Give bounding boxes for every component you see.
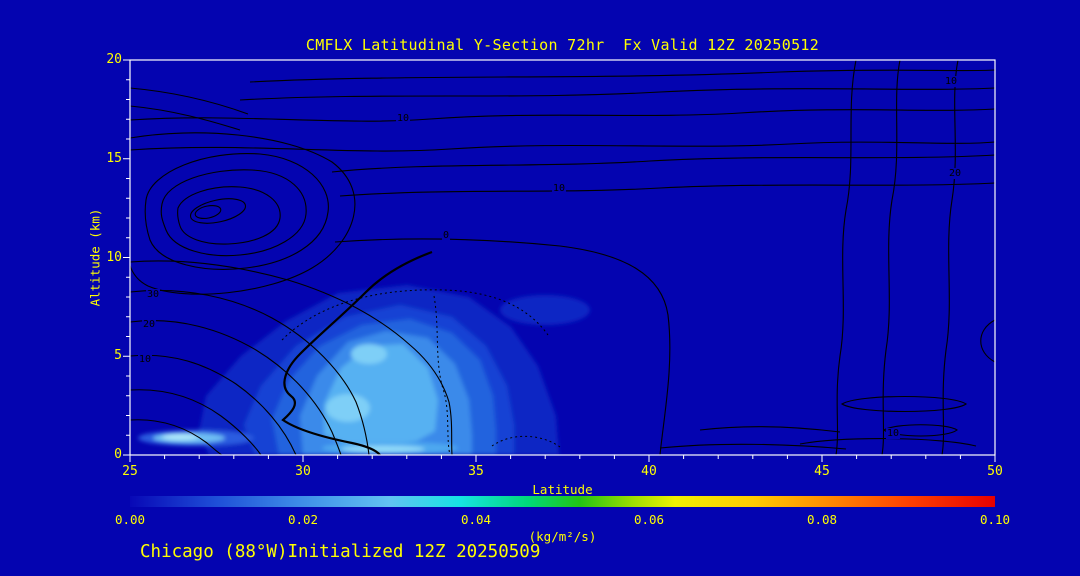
x-tick-label: 35 (468, 464, 484, 479)
x-tick-label: 50 (987, 464, 1003, 479)
y-tick-label: 20 (106, 52, 122, 67)
contour-label: 10 (886, 428, 901, 439)
dotted-contour (491, 435, 561, 448)
contour-lines (130, 60, 995, 455)
y-axis-label: Altitude (km) (87, 208, 103, 307)
thick-contour (281, 250, 433, 455)
colorbar-tick-label: 0.08 (806, 512, 838, 527)
chart-title: CMFLX Latitudinal Y-Section 72hr Fx Vali… (305, 36, 820, 54)
shade-level-5-core (326, 394, 370, 422)
shade-level-0-ext (500, 295, 590, 325)
contour-label: 10 (944, 76, 959, 87)
y-tick-label: 5 (114, 348, 122, 363)
colorbar-tick-label: 0.02 (287, 512, 319, 527)
shaded-field (138, 285, 590, 455)
contour-label: 10 (552, 183, 567, 194)
contour-label: 30 (146, 289, 161, 300)
colorbar-tick-label: 0.10 (979, 512, 1011, 527)
colorbar-tick-label: 0.04 (460, 512, 492, 527)
y-tick-label: 15 (106, 151, 122, 166)
axis-ticks (123, 59, 996, 462)
contour-label: 10 (138, 354, 153, 365)
x-tick-label: 25 (122, 464, 138, 479)
surface-streak-left (162, 434, 198, 440)
colorbar-tick-label: 0.00 (114, 512, 146, 527)
shade-level-5-core (351, 344, 387, 364)
y-tick-label: 0 (114, 447, 122, 462)
colorbar-units-label: (kg/m²/s) (528, 529, 597, 544)
dotted-contour (433, 295, 451, 455)
footer-text: Chicago (88°W)Initialized 12Z 20250509 (140, 542, 541, 562)
y-tick-label: 10 (106, 250, 122, 265)
contour-label: 10 (396, 113, 411, 124)
surface-streak-center (341, 445, 425, 453)
contour-label: 20 (142, 319, 157, 330)
contour-label: 20 (948, 168, 963, 179)
x-tick-label: 30 (295, 464, 311, 479)
x-tick-label: 40 (641, 464, 657, 479)
contour-label: 0 (442, 230, 451, 241)
colorbar-tick-label: 0.06 (633, 512, 665, 527)
colorbar-gradient (130, 496, 995, 507)
x-axis-label: Latitude (532, 482, 593, 497)
x-tick-label: 45 (814, 464, 830, 479)
